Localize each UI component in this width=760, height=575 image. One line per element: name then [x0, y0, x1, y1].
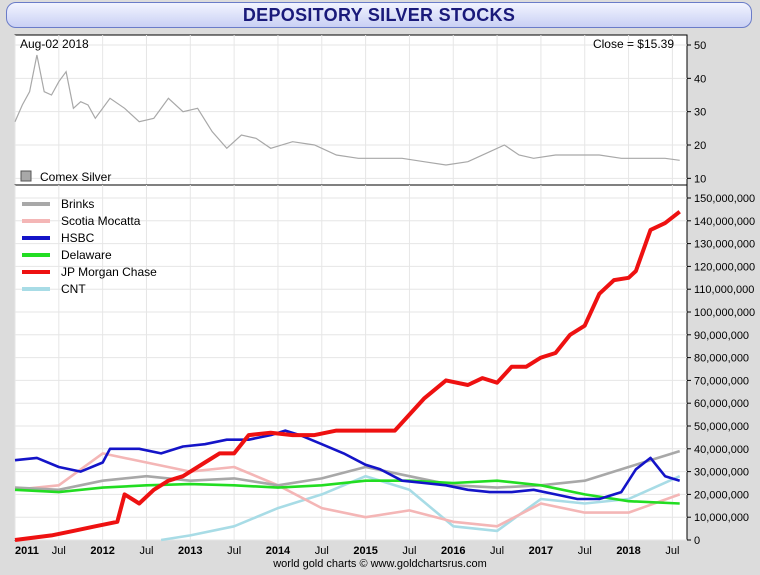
- y-tick-label: 130,000,000: [694, 239, 755, 251]
- footer-credit: world gold charts © www.goldchartsrus.co…: [272, 558, 487, 570]
- y-tick-label: 40: [694, 73, 706, 85]
- depository-stocks-y-axis: 0 10,000,000 20,000,000 30,000,000 40,000,00…: [687, 193, 755, 547]
- y-tick-label: 10: [694, 173, 706, 185]
- x-tick-label: 2012: [90, 545, 114, 557]
- y-tick-label: 10,000,000: [694, 512, 749, 524]
- y-tick-label: 150,000,000: [694, 193, 755, 205]
- x-tick-label: 2016: [441, 545, 465, 557]
- series-line-scotia-mocatta: [14, 452, 681, 528]
- x-tick-label: Jul: [139, 545, 153, 557]
- silver-price-lines: [14, 54, 680, 166]
- x-tick-label: Jul: [665, 545, 679, 557]
- x-tick-label: 2014: [266, 545, 291, 557]
- x-axis: 2011 Jul 2012 Jul 2013 Jul 2014 Jul 2015 Jul 2016 J…: [15, 545, 679, 557]
- comex-silver-legend-label: Comex Silver: [40, 170, 111, 184]
- x-tick-label: Jul: [52, 545, 66, 557]
- close-label: Close = $15.39: [593, 37, 674, 51]
- y-tick-label: 120,000,000: [694, 261, 755, 273]
- silver-price-grid: [14, 35, 687, 185]
- y-tick-label: 30,000,000: [694, 467, 749, 479]
- x-tick-label: Jul: [402, 545, 416, 557]
- x-tick-label: 2013: [178, 545, 202, 557]
- x-tick-label: 2017: [529, 545, 553, 557]
- x-tick-label: Jul: [490, 545, 504, 557]
- depository-stocks-grid: [14, 185, 687, 541]
- chart-title: DEPOSITORY SILVER STOCKS: [242, 5, 516, 25]
- y-tick-label: 60,000,000: [694, 398, 749, 410]
- legend-label-delaware: Delaware: [61, 248, 112, 262]
- y-tick-label: 70,000,000: [694, 375, 749, 387]
- y-tick-label: 30: [694, 107, 706, 119]
- silver-price-y-axis: 10 20 30 40 50: [687, 40, 706, 185]
- x-tick-label: 2015: [353, 545, 377, 557]
- legend-label-jp-morgan-chase: JP Morgan Chase: [61, 265, 157, 279]
- x-tick-label: 2018: [616, 545, 640, 557]
- depository-stocks-lines: [14, 210, 681, 542]
- y-tick-label: 140,000,000: [694, 216, 755, 228]
- y-tick-label: 40,000,000: [694, 444, 749, 456]
- y-tick-label: 80,000,000: [694, 353, 749, 365]
- series-line-delaware: [14, 479, 680, 505]
- date-label: Aug-02 2018: [20, 37, 89, 51]
- y-tick-label: 20,000,000: [694, 489, 749, 501]
- y-tick-label: 50,000,000: [694, 421, 749, 433]
- series-line-jp-morgan-chase: [14, 210, 681, 542]
- comex-silver-legend-swatch: [20, 170, 32, 182]
- x-tick-label: Jul: [315, 545, 329, 557]
- x-tick-label: 2011: [15, 545, 39, 557]
- series-line-hsbc: [14, 429, 681, 501]
- series-line-brinks: [14, 449, 681, 492]
- legend-label-brinks: Brinks: [61, 197, 94, 211]
- x-tick-label: Jul: [578, 545, 592, 557]
- y-tick-label: 0: [694, 535, 700, 547]
- silver-price-panel: [14, 34, 688, 186]
- series-line-comex-silver: [14, 54, 680, 166]
- series-line-cnt: [160, 474, 681, 542]
- y-tick-label: 100,000,000: [694, 307, 755, 319]
- x-tick-label: Jul: [227, 545, 241, 557]
- legend-label-cnt: CNT: [61, 282, 86, 296]
- y-tick-label: 90,000,000: [694, 330, 749, 342]
- y-tick-label: 50: [694, 40, 706, 52]
- y-tick-label: 110,000,000: [694, 284, 754, 296]
- legend-label-scotia-mocatta: Scotia Mocatta: [61, 214, 141, 228]
- depository-legend: Brinks Scotia Mocatta HSBC Delaware JP Morga…: [22, 197, 157, 296]
- chart-title-bar: DEPOSITORY SILVER STOCKS: [6, 2, 752, 28]
- y-tick-label: 20: [694, 140, 706, 152]
- legend-label-hsbc: HSBC: [61, 231, 95, 245]
